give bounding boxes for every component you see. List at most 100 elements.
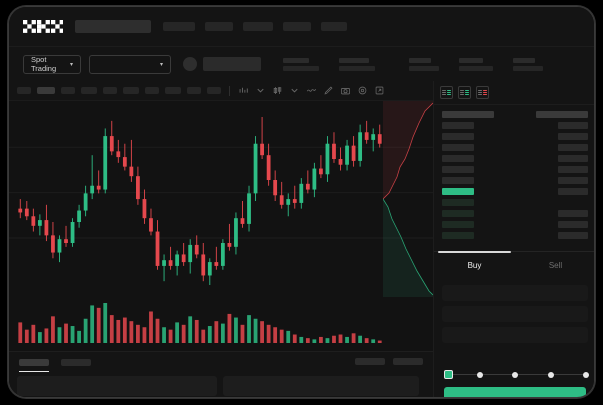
- okx-logo-icon[interactable]: [23, 20, 63, 33]
- orders-content-cards: [9, 372, 433, 396]
- timeframe-button-8[interactable]: [165, 87, 181, 94]
- tab-sell-label: Sell: [548, 261, 563, 270]
- orderbook-header-left: [442, 111, 494, 118]
- timeframe-buttons: [17, 87, 221, 94]
- chart-settings-icon[interactable]: [357, 85, 368, 96]
- stat-24h-low-label: [459, 57, 483, 63]
- orderbook-row-size: [558, 232, 588, 239]
- volume-histogram: [9, 297, 433, 351]
- line-chart-icon[interactable]: [306, 85, 317, 96]
- orderbook-view-modes: [434, 81, 594, 105]
- fullscreen-icon[interactable]: [374, 85, 385, 96]
- timeframe-button-9[interactable]: [187, 87, 201, 94]
- timeframe-button-10[interactable]: [207, 87, 221, 94]
- stat-24h-volume-label: [513, 57, 535, 63]
- candle-type-dropdown-icon[interactable]: [289, 85, 300, 96]
- orders-tabs: [9, 352, 433, 372]
- stat-last-price: [283, 57, 319, 71]
- bottom-action-1[interactable]: [355, 358, 385, 365]
- stat-24h-volume: [513, 57, 543, 71]
- toolbar-divider: [229, 85, 230, 96]
- nav-item-2[interactable]: [205, 22, 233, 31]
- indicators-dropdown-icon[interactable]: [255, 85, 266, 96]
- orderbook-row[interactable]: [442, 122, 588, 129]
- nav-item-1[interactable]: [163, 22, 195, 31]
- candle-type-icon[interactable]: [272, 85, 283, 96]
- orderbook-row[interactable]: [442, 221, 588, 228]
- stat-24h-change-value: [339, 65, 375, 71]
- tab-sell[interactable]: Sell: [515, 252, 594, 279]
- stat-24h-low-value: [459, 65, 493, 71]
- market-type-dropdown[interactable]: Spot Trading ▾: [23, 54, 81, 74]
- orderbook-row[interactable]: [442, 199, 588, 206]
- orderbook-view-asks-icon[interactable]: [476, 86, 489, 99]
- orderbook-row-size: [558, 188, 588, 195]
- orderbook-row[interactable]: [442, 232, 588, 239]
- orderbook-row[interactable]: [442, 210, 588, 217]
- orders-actions: [355, 358, 423, 365]
- tab-buy-label: Buy: [467, 261, 482, 270]
- timeframe-button-1[interactable]: [17, 87, 31, 94]
- order-total-field[interactable]: [442, 327, 588, 343]
- orderbook-row-price: [442, 221, 474, 228]
- orderbook-row[interactable]: [442, 144, 588, 151]
- orderbook-view-bids-icon[interactable]: [458, 86, 471, 99]
- ticker-bar: Spot Trading ▾ ▾: [9, 47, 594, 81]
- tab-open-orders[interactable]: [19, 358, 49, 372]
- amount-percent-slider[interactable]: [444, 370, 589, 380]
- tab-order-history[interactable]: [61, 358, 91, 366]
- orders-panel: [9, 351, 433, 397]
- orderbook-row[interactable]: [442, 177, 588, 184]
- slider-stop-75[interactable]: [547, 371, 554, 378]
- chevron-down-icon: ▾: [159, 61, 163, 68]
- order-price-field[interactable]: [442, 285, 588, 301]
- order-amount-field[interactable]: [442, 306, 588, 322]
- timeframe-button-2[interactable]: [37, 87, 55, 94]
- timeframe-button-7[interactable]: [145, 87, 159, 94]
- nav-item-3[interactable]: [243, 22, 273, 31]
- bottom-card-1: [17, 376, 217, 396]
- slider-handle[interactable]: [444, 370, 453, 379]
- snapshot-camera-icon[interactable]: [340, 85, 351, 96]
- nav-item-4[interactable]: [283, 22, 311, 31]
- global-search-input[interactable]: [75, 20, 151, 33]
- timeframe-button-4[interactable]: [81, 87, 97, 94]
- depth-svg: [383, 101, 433, 297]
- orderbook-view-both-icon[interactable]: [440, 86, 453, 99]
- timeframe-button-3[interactable]: [61, 87, 75, 94]
- timeframe-button-6[interactable]: [123, 87, 139, 94]
- stat-24h-high-label: [409, 57, 431, 63]
- orderbook-row[interactable]: [442, 133, 588, 140]
- orderbook-row-size: [558, 166, 588, 173]
- ticker-stats: [261, 57, 580, 71]
- slider-stop-25[interactable]: [476, 371, 483, 378]
- orderbook-row-size: [558, 122, 588, 129]
- candlestick-svg: [9, 117, 433, 285]
- slider-stop-100[interactable]: [583, 371, 589, 378]
- volume-svg: [18, 303, 382, 343]
- timeframe-button-5[interactable]: [103, 87, 117, 94]
- pair-select-dropdown[interactable]: ▾: [89, 54, 171, 74]
- slider-stop-50[interactable]: [512, 371, 518, 378]
- indicators-icon[interactable]: [238, 85, 249, 96]
- orderbook-row[interactable]: [442, 166, 588, 173]
- market-type-label: Spot Trading: [31, 55, 57, 73]
- order-entry-form: [434, 279, 594, 354]
- stat-24h-high-value: [409, 65, 439, 71]
- submit-buy-button[interactable]: [444, 387, 586, 397]
- orderbook-row-price: [442, 188, 474, 195]
- tab-buy[interactable]: Buy: [434, 251, 515, 279]
- bottom-action-2[interactable]: [393, 358, 423, 365]
- stat-24h-high: [409, 57, 439, 71]
- stat-24h-change-label: [339, 57, 369, 63]
- orderbook-row[interactable]: [442, 188, 588, 195]
- coin-avatar: [183, 57, 197, 71]
- candlestick-chart[interactable]: [9, 101, 433, 297]
- orderbook-row[interactable]: [442, 155, 588, 162]
- chevron-down-icon: ▾: [69, 61, 73, 68]
- app-window: Spot Trading ▾ ▾: [8, 6, 595, 398]
- nav-item-5[interactable]: [321, 22, 347, 31]
- drawing-pencil-icon[interactable]: [323, 85, 334, 96]
- bottom-card-2: [223, 376, 419, 396]
- price-chart-area[interactable]: [9, 101, 433, 351]
